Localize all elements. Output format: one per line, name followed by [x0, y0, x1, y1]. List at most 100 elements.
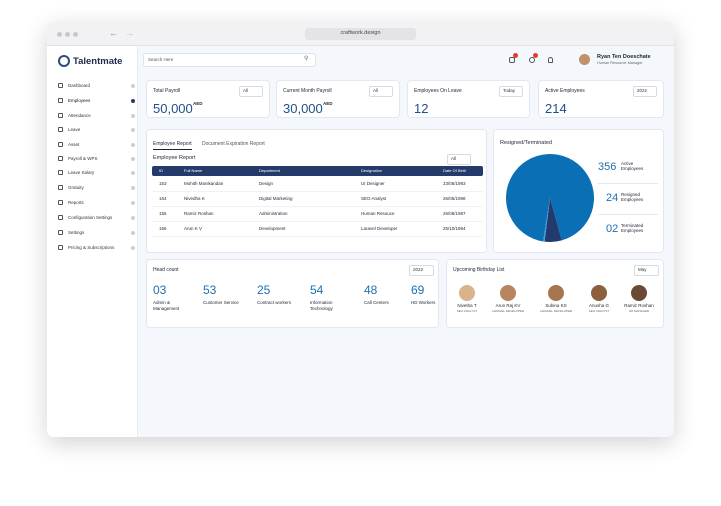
- nav-icon: [58, 113, 63, 118]
- forward-button[interactable]: →: [125, 28, 134, 38]
- table-header-cell: Designation: [361, 168, 383, 173]
- back-button[interactable]: ←: [109, 28, 118, 38]
- person-name: Subina KS: [545, 303, 567, 308]
- nav-icon: [58, 170, 63, 175]
- stat-unit: AED: [323, 101, 333, 106]
- legend-value: 24: [606, 192, 619, 204]
- nav-icon: [58, 200, 63, 205]
- pie-chart: [505, 154, 594, 242]
- filter-dropdown[interactable]: 2022: [409, 265, 434, 276]
- nav-dot: [131, 157, 135, 161]
- filter-dropdown[interactable]: All: [447, 154, 471, 165]
- table-row: [152, 222, 483, 237]
- table-cell: Digital Marketing: [259, 196, 293, 201]
- address-bar[interactable]: [305, 28, 416, 40]
- nav-item[interactable]: Configuration Settings: [68, 215, 113, 220]
- table-cell: Design: [259, 181, 274, 186]
- nav-item[interactable]: Reports: [68, 200, 84, 205]
- nav-item[interactable]: Leave: [68, 127, 81, 132]
- table-header-cell: ID: [159, 168, 163, 173]
- nav-icon: [58, 142, 63, 147]
- headcount-label: Information Technology: [310, 300, 333, 311]
- filter-dropdown[interactable]: May: [634, 265, 659, 276]
- browser-window: ← → craftwork.design Talentmate Search H…: [47, 22, 674, 437]
- stat-value: 12: [414, 101, 429, 116]
- separator: [598, 214, 658, 215]
- nav-dot: [131, 246, 135, 250]
- nav-icon: [58, 156, 63, 161]
- nav-item[interactable]: Gratuity: [68, 185, 84, 190]
- table-cell: 154: [159, 196, 167, 201]
- person-role: SEO ANALYST: [588, 309, 610, 313]
- headcount-value: 48: [364, 283, 378, 297]
- minimize-button[interactable]: [65, 32, 70, 37]
- notification-icon[interactable]: [509, 57, 515, 63]
- person-name: Arun Raj KV: [495, 303, 521, 308]
- person-role: LARAVEL DEVELOPER: [539, 309, 573, 313]
- table-cell: Arun K V: [184, 226, 203, 231]
- table-header-cell: Department: [259, 168, 280, 173]
- nav-dot: [131, 114, 135, 118]
- filter-dropdown[interactable]: All: [239, 86, 263, 97]
- avatar: [591, 285, 607, 301]
- table-cell: Development: [259, 226, 286, 231]
- nav-item[interactable]: Attendance: [68, 113, 91, 118]
- nav-dot: [131, 231, 135, 235]
- nav-item[interactable]: Pricing & Subscriptions: [68, 245, 115, 250]
- nav-dot: [131, 99, 135, 103]
- nav-icon: [58, 230, 63, 235]
- user-avatar[interactable]: [579, 54, 590, 65]
- stat-card: Total Payroll All 50,000 AED: [146, 80, 270, 118]
- nav-icon: [58, 245, 63, 250]
- nav-item[interactable]: Settings: [68, 230, 85, 235]
- pie-slice: [543, 198, 550, 242]
- person-name: Anusha G: [588, 303, 609, 308]
- nav-dot: [131, 186, 135, 190]
- nav-icon: [58, 185, 63, 190]
- headcount-value: 54: [310, 283, 324, 297]
- avatar: [459, 285, 475, 301]
- nav-icon: [58, 98, 63, 103]
- tab[interactable]: Document Expiration Report: [202, 141, 265, 147]
- table-cell: Administration: [259, 211, 288, 216]
- table-cell: UI Designer: [361, 181, 385, 186]
- notification-badge: [513, 53, 518, 58]
- headcount-value: 25: [257, 283, 271, 297]
- headcount-label: Contract workers: [257, 300, 292, 305]
- table-cell: Laravel Developer: [361, 226, 398, 231]
- legend-value: 356: [598, 161, 617, 173]
- resigned-card: Resigned/Terminated 356 Active Employees 24…: [493, 129, 664, 253]
- nav-item[interactable]: Asset: [68, 142, 80, 147]
- pie-slice: [505, 154, 594, 242]
- search-box[interactable]: [143, 53, 316, 67]
- stat-value: 50,000: [153, 101, 193, 116]
- person-name: Nivetha T: [457, 303, 477, 308]
- search-placeholder: Search Here: [148, 57, 174, 62]
- nav-item[interactable]: Dashboard: [68, 83, 91, 88]
- legend-label: Terminated Employees: [621, 223, 644, 234]
- user-name: Ryan Ten Doeschate: [597, 54, 651, 60]
- close-button[interactable]: [57, 32, 62, 37]
- nav-dot: [131, 143, 135, 147]
- filter-dropdown[interactable]: All: [369, 86, 393, 97]
- nav-item[interactable]: Payroll & WPS: [68, 156, 98, 161]
- nav-item[interactable]: Employees: [68, 98, 91, 103]
- birthday-card: Upcoming Birthday List May Nivetha T SEO AN…: [446, 259, 664, 328]
- nav-item[interactable]: Leave Salary: [68, 170, 95, 175]
- headcount-label: HD Workers: [411, 300, 436, 305]
- legend-label: Active Employees: [621, 161, 644, 172]
- headcount-value: 69: [411, 283, 425, 297]
- table-cell: 26/05/1998: [443, 196, 466, 201]
- search-icon[interactable]: ⚲: [304, 56, 309, 62]
- message-icon[interactable]: [529, 57, 535, 63]
- filter-dropdown[interactable]: Today: [499, 86, 523, 97]
- headcount-card: Head count 2022 03 Admin & Management 53 Cust…: [146, 259, 439, 328]
- maximize-button[interactable]: [73, 32, 78, 37]
- headcount-value: 03: [153, 283, 167, 297]
- filter-dropdown[interactable]: 2022: [633, 86, 657, 97]
- tab[interactable]: Employee Report: [153, 142, 192, 150]
- profile-icon[interactable]: [548, 57, 553, 63]
- table-row: [152, 177, 483, 192]
- table-cell: 156: [159, 226, 167, 231]
- stat-title: Total Payroll: [153, 88, 181, 94]
